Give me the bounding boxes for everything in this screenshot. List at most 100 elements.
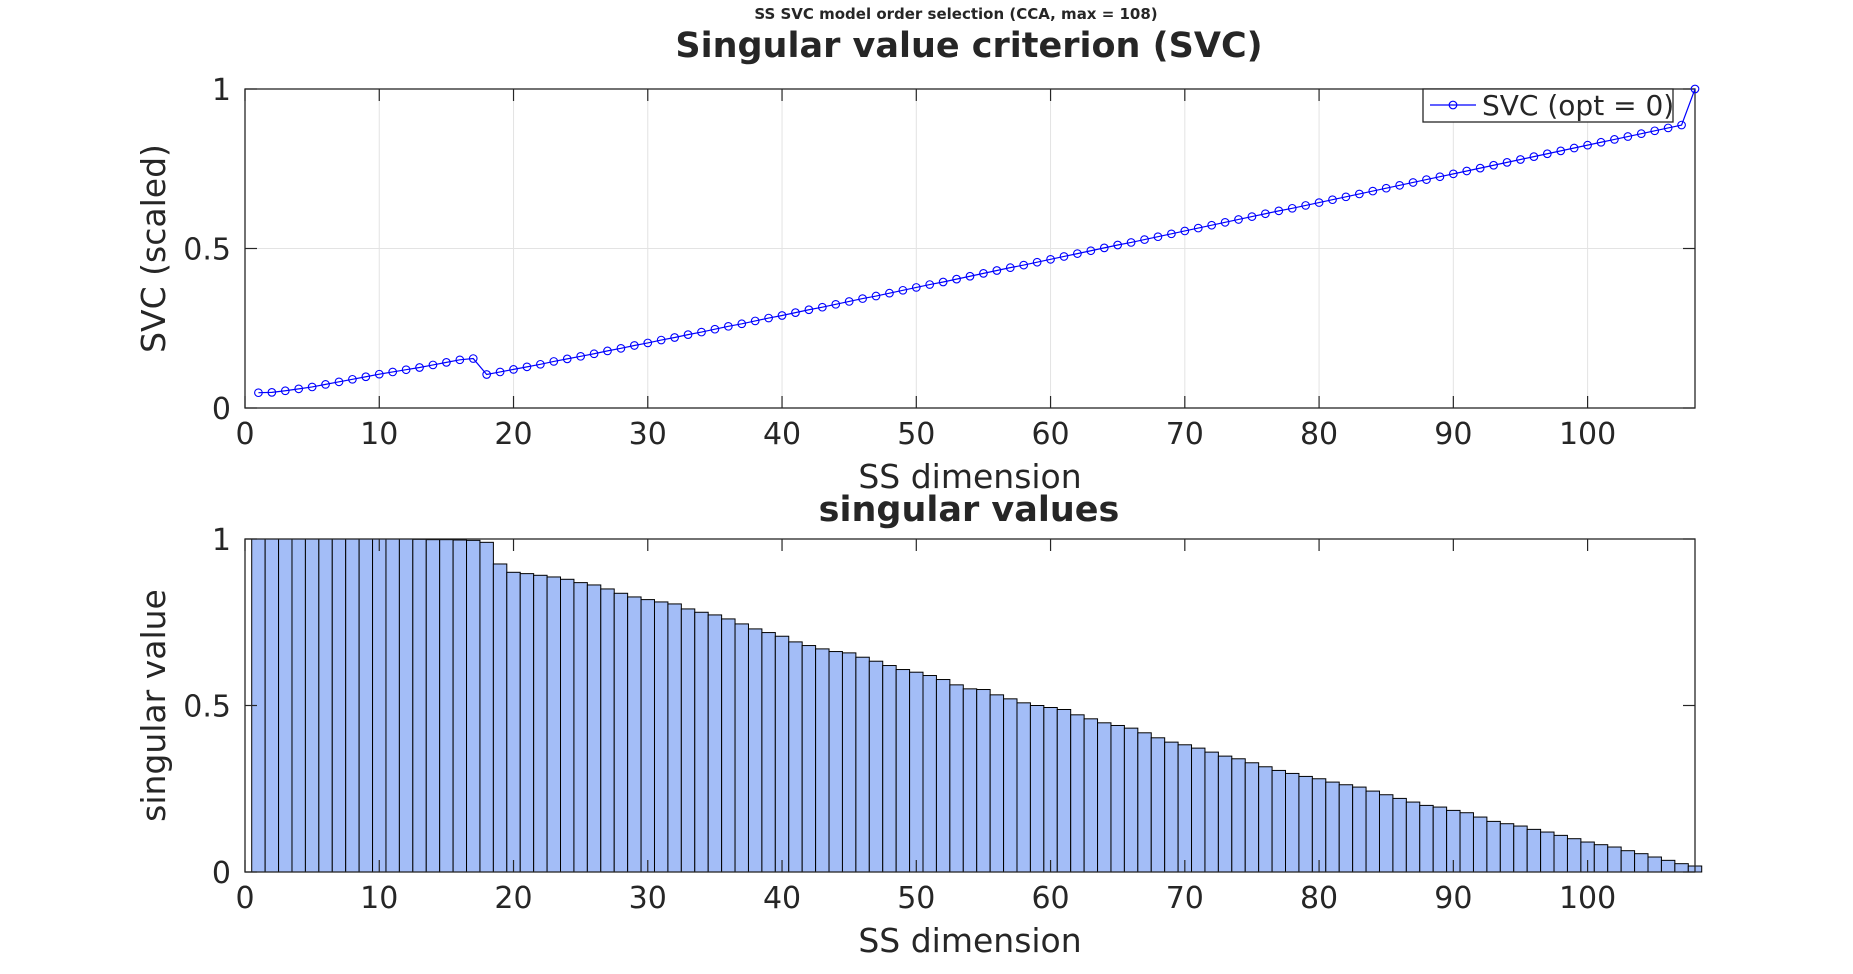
svc-point (1328, 195, 1337, 205)
singular-value-bar (1016, 702, 1031, 873)
x-tick-label: 40 (763, 417, 801, 452)
singular-value-bar (801, 645, 817, 873)
svc-point (844, 297, 854, 306)
svc-point (817, 302, 827, 312)
svc-point (1542, 149, 1552, 159)
svc-point (307, 382, 317, 392)
singular-value-bar (519, 573, 535, 873)
singular-values-ticks: 0 10 20 30 40 50 60 70 80 90 100 0 0.5 1 (183, 523, 1695, 916)
singular-value-bar (1620, 850, 1636, 873)
svc-point (1180, 226, 1190, 236)
svc-panel: Singular value criterion (SVC) 0 10 20 30 40… (134, 26, 1700, 496)
singular-value-bar (1513, 825, 1528, 873)
svc-point (321, 380, 330, 389)
svc-point (603, 346, 612, 356)
svc-point (804, 305, 814, 315)
svc-point (1005, 263, 1015, 272)
x-tick-label: 30 (629, 881, 667, 916)
singular-value-bar (707, 614, 723, 873)
singular-values-ylabel: singular value (134, 589, 173, 822)
svc-point (415, 363, 424, 372)
singular-value-bar (855, 656, 870, 873)
singular-values-panel: singular values 0 10 20 30 40 50 60 70 80 90 10000… (134, 490, 1703, 960)
y-tick-label: 0.5 (183, 690, 231, 725)
svc-point (589, 349, 599, 359)
singular-value-bar (1097, 722, 1112, 873)
x-tick-label: 100 (1559, 881, 1616, 916)
x-tick-label: 60 (1031, 417, 1069, 452)
x-tick-label: 90 (1434, 417, 1472, 452)
x-tick-label: 60 (1031, 881, 1069, 916)
svc-point (683, 330, 693, 339)
singular-value-bar (1070, 714, 1085, 873)
svc-point (1636, 129, 1646, 139)
svc-point (616, 343, 626, 353)
svc-ylabel: SVC (scaled) (134, 144, 173, 353)
y-tick-label: 0.5 (183, 233, 231, 268)
svc-point (1355, 189, 1364, 199)
svc-point (1099, 243, 1109, 253)
svc-point (737, 319, 747, 329)
svc-point (576, 351, 585, 361)
svc-point (1261, 209, 1270, 219)
y-tick-label: 0 (212, 392, 231, 427)
singular-value-bar (466, 539, 481, 873)
singular-value-bar (976, 689, 991, 873)
svc-point (428, 360, 438, 370)
singular-value-bar (935, 679, 951, 873)
svc-point (522, 362, 532, 372)
singular-value-bar (1365, 790, 1380, 873)
svc-point (885, 288, 894, 298)
singular-value-bar (909, 671, 924, 873)
singular-value-bar (1164, 741, 1179, 873)
singular-value-bar (640, 599, 655, 873)
singular-value-bar (506, 571, 521, 873)
singular-value-bar (1191, 747, 1206, 873)
svc-point (1690, 84, 1700, 94)
svc-point (374, 369, 384, 379)
singular-value-bar (882, 665, 897, 873)
y-tick-label: 0 (212, 856, 231, 891)
svc-point (965, 271, 975, 281)
x-tick-label: 90 (1434, 881, 1472, 916)
svc-point (1663, 123, 1673, 133)
singular-value-bar (1540, 831, 1555, 873)
singular-value-bar (425, 539, 441, 873)
singular-value-bar (492, 563, 508, 873)
svc-point (925, 280, 935, 289)
singular-value-bar (1029, 705, 1045, 873)
singular-value-bar (573, 582, 588, 873)
singular-value-bar (1405, 801, 1421, 873)
singular-values-bars (251, 538, 1703, 873)
x-tick-label: 30 (629, 417, 667, 452)
svc-point (1126, 238, 1136, 247)
singular-value-bar (1003, 698, 1018, 873)
singular-value-bar (761, 632, 776, 873)
svc-point (1314, 198, 1324, 207)
singular-value-bar (586, 584, 602, 873)
svc-point (952, 274, 961, 284)
svc-point (1596, 137, 1606, 147)
svc-point (1341, 192, 1351, 202)
singular-value-bar (398, 538, 414, 873)
singular-value-bar (1177, 744, 1193, 873)
svc-point (1395, 180, 1404, 190)
x-tick-label: 0 (235, 881, 254, 916)
singular-value-bar (1674, 863, 1689, 873)
singular-value-bar (1150, 737, 1166, 873)
svc-point (348, 374, 357, 384)
singular-value-bar (1660, 859, 1676, 873)
singular-value-bar (949, 684, 964, 873)
svc-point (495, 367, 505, 377)
singular-value-bar (828, 651, 843, 873)
singular-value-bar (613, 592, 629, 873)
singular-value-bar (1325, 781, 1340, 873)
x-tick-label: 50 (897, 881, 935, 916)
legend-marker-swatch (1448, 100, 1458, 110)
svc-point (267, 388, 277, 397)
singular-value-bar (1217, 755, 1233, 873)
svc-point (1677, 120, 1686, 130)
x-tick-label: 10 (360, 881, 398, 916)
svc-point (1462, 166, 1472, 176)
